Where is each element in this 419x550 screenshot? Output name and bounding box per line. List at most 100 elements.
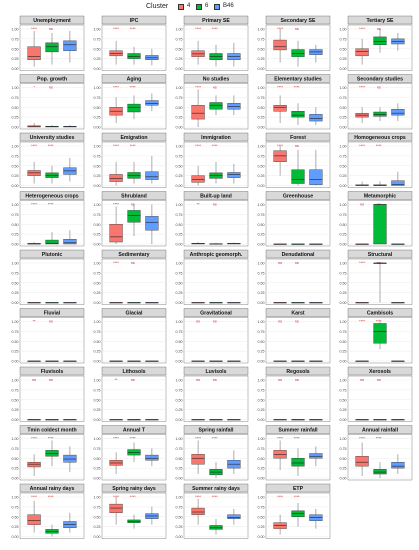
y-tick-label: 0.50 xyxy=(340,398,347,402)
y-tick-label: 0.50 xyxy=(94,515,101,519)
panel-title: Summer rainfall xyxy=(278,428,318,434)
panel-title: Fluvial xyxy=(44,311,61,317)
y-tick-label: 0.50 xyxy=(176,164,183,168)
panel-strip xyxy=(19,191,85,200)
panel-strip xyxy=(101,191,167,200)
panel-title: Built-up land xyxy=(200,194,232,200)
y-tick-label: 0.50 xyxy=(94,47,101,51)
y-tick-label: 0.50 xyxy=(258,47,265,51)
y-tick-label: 0.25 xyxy=(176,116,183,120)
y-tick-label: 0.75 xyxy=(94,388,101,392)
sig-label: ns xyxy=(196,378,200,382)
box xyxy=(145,216,159,231)
y-tick-label: 0.75 xyxy=(12,505,19,509)
y-tick-label: 0.00 xyxy=(12,126,19,130)
panel-plot-area xyxy=(347,83,413,130)
box xyxy=(145,171,159,180)
y-tick-label: 0.50 xyxy=(12,164,19,168)
y-tick-label: 0.00 xyxy=(176,477,183,481)
panel-strip xyxy=(265,308,331,317)
box xyxy=(63,40,77,51)
panel-plot-area xyxy=(265,200,331,247)
y-tick-label: 0.50 xyxy=(176,47,183,51)
y-tick-label: 1.00 xyxy=(176,203,183,207)
panel-plot-area xyxy=(19,317,85,364)
box xyxy=(127,210,141,223)
y-tick-label: 0.50 xyxy=(94,223,101,227)
y-tick-label: 0.25 xyxy=(94,116,101,120)
y-tick-label: 0.00 xyxy=(12,301,19,305)
panel-title: IPC xyxy=(130,18,139,24)
y-tick-label: 1.00 xyxy=(176,379,183,383)
legend-swatch-b46 xyxy=(214,4,220,10)
y-tick-label: 0.75 xyxy=(12,96,19,100)
panel-strip xyxy=(183,308,249,317)
y-tick-label: 0.50 xyxy=(12,340,19,344)
y-tick-label: 1.00 xyxy=(176,86,183,90)
sig-label: ns xyxy=(213,203,217,207)
y-tick-label: 0.00 xyxy=(258,418,265,422)
sig-label: ns xyxy=(377,86,381,90)
y-tick-label: 0.25 xyxy=(176,467,183,471)
legend-label-b46: B46 xyxy=(223,3,234,9)
sig-label: **** xyxy=(195,27,201,31)
y-tick-label: 0.00 xyxy=(258,67,265,71)
y-tick-label: 0.00 xyxy=(94,243,101,247)
sig-label: **** xyxy=(195,495,201,499)
y-tick-label: 0.00 xyxy=(94,184,101,188)
box xyxy=(27,46,41,61)
y-tick-label: 0.25 xyxy=(340,174,347,178)
panel-strip xyxy=(101,483,167,493)
y-tick-label: 0.00 xyxy=(12,535,19,539)
y-tick-label: 0.25 xyxy=(258,467,265,471)
y-tick-label: 0.25 xyxy=(94,57,101,61)
box xyxy=(191,105,205,120)
y-tick-label: 0.75 xyxy=(94,37,101,41)
y-tick-label: 0.50 xyxy=(340,457,347,461)
y-tick-label: 1.00 xyxy=(12,496,19,500)
box xyxy=(273,150,287,163)
y-tick-label: 0.25 xyxy=(258,291,265,295)
y-tick-label: 0.75 xyxy=(94,271,101,275)
y-tick-label: 1.00 xyxy=(12,203,19,207)
panel-title: Greenhouse xyxy=(283,194,313,200)
sig-label: **** xyxy=(195,144,201,148)
box xyxy=(63,454,77,463)
y-tick-label: 1.00 xyxy=(258,496,265,500)
sig-label: **** xyxy=(277,86,283,90)
sig-label: **** xyxy=(359,27,365,31)
sig-label: **** xyxy=(359,320,365,324)
panel-strip xyxy=(347,366,413,376)
sig-label: ns xyxy=(131,261,135,265)
y-tick-label: 0.00 xyxy=(258,477,265,481)
y-tick-label: 0.25 xyxy=(258,57,265,61)
box xyxy=(45,239,59,245)
panel-title: Aging xyxy=(127,77,142,83)
y-tick-label: 0.25 xyxy=(340,116,347,120)
sig-label: ns xyxy=(213,320,217,324)
box xyxy=(127,103,141,113)
y-tick-label: 0.50 xyxy=(258,515,265,519)
box xyxy=(63,239,77,245)
y-tick-label: 0.25 xyxy=(12,233,19,237)
y-tick-label: 0.00 xyxy=(340,301,347,305)
sig-label: ns xyxy=(131,378,135,382)
sig-label: **** xyxy=(130,86,136,90)
y-tick-label: 0.25 xyxy=(176,408,183,412)
box xyxy=(209,102,223,110)
y-tick-label: 0.50 xyxy=(176,281,183,285)
panel-plot-area xyxy=(183,200,249,247)
y-tick-label: 0.75 xyxy=(12,154,19,158)
y-tick-label: 0.00 xyxy=(12,67,19,71)
y-tick-label: 0.25 xyxy=(176,350,183,354)
sig-label: **** xyxy=(48,437,54,441)
sig-label: **** xyxy=(212,437,218,441)
y-tick-label: 0.50 xyxy=(258,340,265,344)
y-tick-label: 1.00 xyxy=(340,203,347,207)
panel-strip xyxy=(265,425,331,434)
sig-label: ns xyxy=(49,378,53,382)
box xyxy=(209,525,223,530)
panel-title: Regosols xyxy=(286,369,309,375)
box xyxy=(145,454,159,461)
y-tick-label: 0.75 xyxy=(94,154,101,158)
